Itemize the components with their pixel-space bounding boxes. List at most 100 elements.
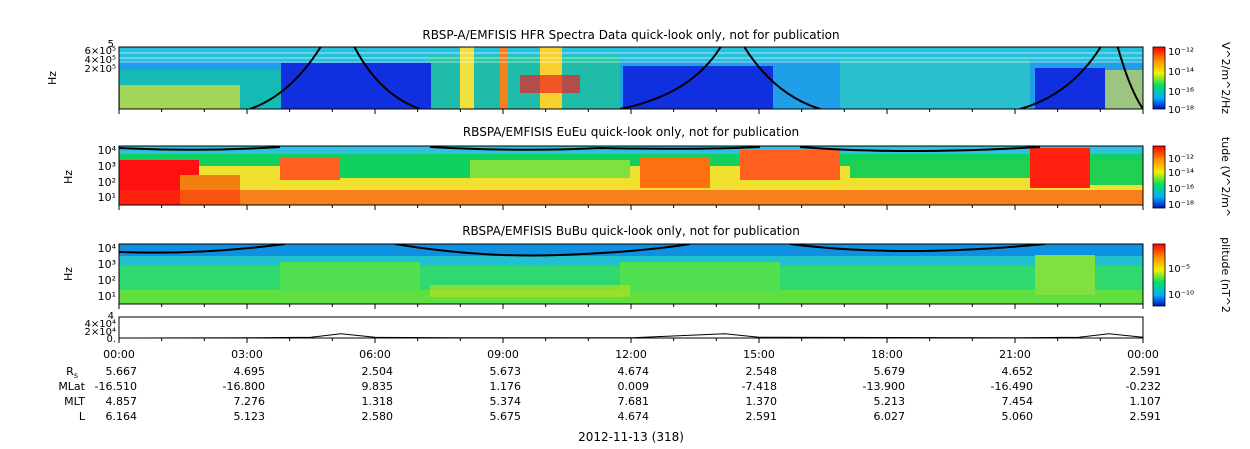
- panel-hfr-spectrogram: [119, 47, 1143, 109]
- time-label: 06:00: [359, 348, 391, 361]
- colorbar-tick: 10⁻¹⁴: [1168, 168, 1194, 179]
- panel-bubu-ylabel: Hz: [62, 267, 75, 281]
- ephemeris-value: 1.176: [490, 380, 522, 393]
- panel-bubu-ytick: 10⁴: [98, 242, 117, 255]
- panel-line: 4 4×10⁴ 2×10⁴ 0.: [85, 311, 1144, 345]
- ephemeris-value: 5.374: [490, 395, 522, 408]
- colorbar-label: tude (V^2/m^: [1219, 137, 1232, 217]
- colorbar-tick: 10⁻¹⁰: [1168, 290, 1194, 301]
- colorbar-tick: 10⁻¹²: [1168, 47, 1194, 58]
- ephemeris-value: 4.674: [618, 365, 650, 378]
- ephemeris-value: 6.164: [106, 410, 138, 423]
- ephemeris-value: 9.835: [362, 380, 394, 393]
- ephemeris-value: 4.695: [234, 365, 266, 378]
- ephemeris-value: 0.009: [618, 380, 650, 393]
- colorbar-tick: 10⁻¹⁶: [1168, 87, 1194, 98]
- time-label: 00:00: [103, 348, 135, 361]
- colorbar-tick: 10⁻¹⁴: [1168, 67, 1194, 78]
- ephemeris-value: 7.681: [618, 395, 650, 408]
- panel-hfr-ytick: 2×10⁵: [85, 64, 116, 75]
- panel-hfr-colorbar: 10⁻¹² 10⁻¹⁴ 10⁻¹⁶ 10⁻¹⁸ V^2/m^2/Hz: [1152, 42, 1232, 116]
- ephemeris-value: 2.504: [362, 365, 394, 378]
- panel-hfr-ytick: 6×10⁵: [85, 46, 116, 57]
- panel-line-ytick: 0.: [106, 334, 116, 345]
- ephemeris-value: 1.370: [746, 395, 778, 408]
- ephemeris-value: 5.123: [234, 410, 266, 423]
- colorbar-label: plitude (nT^2: [1219, 237, 1232, 313]
- time-label: 09:00: [487, 348, 519, 361]
- ephemeris-row-label: Rs: [66, 365, 78, 380]
- colorbar-tick: 10⁻¹⁸: [1168, 200, 1194, 211]
- ephemeris-value: -16.510: [95, 380, 137, 393]
- line-series: [119, 333, 1143, 338]
- panel-bubu-spectrogram: [119, 244, 1143, 304]
- panel-eueu-ylabel: Hz: [62, 170, 75, 184]
- time-label: 21:00: [999, 348, 1031, 361]
- panel-eueu: RBSPA/EMFISIS EuEu quick-look only, not …: [62, 125, 1232, 217]
- panel-line-ytick: 2×10⁴: [85, 327, 116, 338]
- ephemeris-value: 1.318: [362, 395, 394, 408]
- ephemeris-row-label: L: [79, 410, 86, 423]
- ephemeris-value: 4.652: [1002, 365, 1034, 378]
- time-label: 12:00: [615, 348, 647, 361]
- ephemeris-value: 7.454: [1002, 395, 1034, 408]
- ephemeris-value: 7.276: [234, 395, 266, 408]
- panel-bubu: RBSPA/EMFISIS BuBu quick-look only, not …: [62, 224, 1232, 313]
- panel-hfr-ytick: 4×10⁵: [85, 55, 116, 66]
- ephemeris-value: 2.591: [1130, 365, 1162, 378]
- date-label: 2012-11-13 (318): [578, 430, 684, 444]
- panel-eueu-ytick: 10¹: [98, 191, 116, 204]
- ephemeris-value: -0.232: [1126, 380, 1161, 393]
- ephemeris-value: -16.800: [223, 380, 265, 393]
- ephemeris-value: 6.027: [874, 410, 906, 423]
- ephemeris-value: 5.213: [874, 395, 906, 408]
- ephemeris-row-label: MLat: [58, 380, 85, 393]
- time-label: 03:00: [231, 348, 263, 361]
- ephemeris-value: 2.580: [362, 410, 394, 423]
- ephemeris-value: 5.667: [106, 365, 138, 378]
- ephemeris-value: -16.490: [991, 380, 1033, 393]
- time-label: 00:00: [1127, 348, 1159, 361]
- ephemeris-row-label: MLT: [64, 395, 85, 408]
- ephemeris-value: 5.675: [490, 410, 522, 423]
- ephemeris-value: 2.591: [1130, 410, 1162, 423]
- panel-hfr-ylabel: Hz: [46, 71, 59, 85]
- ephemeris-value: 1.107: [1130, 395, 1162, 408]
- colorbar-tick: 10⁻¹⁸: [1168, 105, 1194, 116]
- ephemeris-values: 5.667 4.695 2.504 5.673 4.674 2.548 5.679 4.652…: [95, 365, 1161, 423]
- colorbar-tick: 10⁻⁵: [1168, 264, 1190, 275]
- ephemeris-value: 4.674: [618, 410, 650, 423]
- panel-hfr-ytick-top: 5: [108, 39, 114, 50]
- panel-bubu-title: RBSPA/EMFISIS BuBu quick-look only, not …: [462, 224, 800, 238]
- panel-eueu-ytick: 10³: [98, 160, 116, 173]
- ephemeris-value: 5.679: [874, 365, 906, 378]
- panel-eueu-ytick: 10²: [98, 176, 116, 189]
- panel-hfr: RBSP-A/EMFISIS HFR Spectra Data quick-lo…: [46, 28, 1232, 116]
- panel-eueu-title: RBSPA/EMFISIS EuEu quick-look only, not …: [463, 125, 799, 139]
- panel-hfr-title: RBSP-A/EMFISIS HFR Spectra Data quick-lo…: [422, 28, 839, 42]
- ephemeris-value: 5.673: [490, 365, 522, 378]
- ephemeris-value: 2.591: [746, 410, 778, 423]
- colorbar-tick: 10⁻¹⁶: [1168, 184, 1194, 195]
- panel-bubu-ytick: 10³: [98, 258, 116, 271]
- ephemeris-value: 5.060: [1002, 410, 1034, 423]
- panel-eueu-colorbar: 10⁻¹² 10⁻¹⁴ 10⁻¹⁶ 10⁻¹⁸ tude (V^2/m^: [1152, 137, 1232, 217]
- panel-bubu-ytick: 10¹: [98, 290, 116, 303]
- panel-bubu-colorbar: 10⁻⁵ 10⁻¹⁰ plitude (nT^2: [1152, 237, 1232, 313]
- panel-line-ytick-top: 4: [108, 311, 114, 322]
- panel-eueu-ytick: 10⁴: [98, 144, 117, 157]
- panel-eueu-spectrogram: [119, 146, 1143, 205]
- ephemeris-value: 4.857: [106, 395, 138, 408]
- ephemeris-table: Rs MLat MLT L 5.667 4.695 2.504 5.673 4.674 2…: [58, 365, 1161, 423]
- ephemeris-value: -7.418: [742, 380, 777, 393]
- ephemeris-value: -13.900: [863, 380, 905, 393]
- panel-bubu-ytick: 10²: [98, 274, 116, 287]
- colorbar-tick: 10⁻¹²: [1168, 154, 1194, 165]
- colorbar-label: V^2/m^2/Hz: [1219, 42, 1232, 114]
- time-ticks: [118, 109, 1144, 343]
- ephemeris-value: 2.548: [746, 365, 778, 378]
- time-axis-labels: 00:00 03:00 06:00 09:00 12:00 15:00 18:0…: [103, 348, 1159, 361]
- time-label: 18:00: [871, 348, 903, 361]
- time-label: 15:00: [743, 348, 775, 361]
